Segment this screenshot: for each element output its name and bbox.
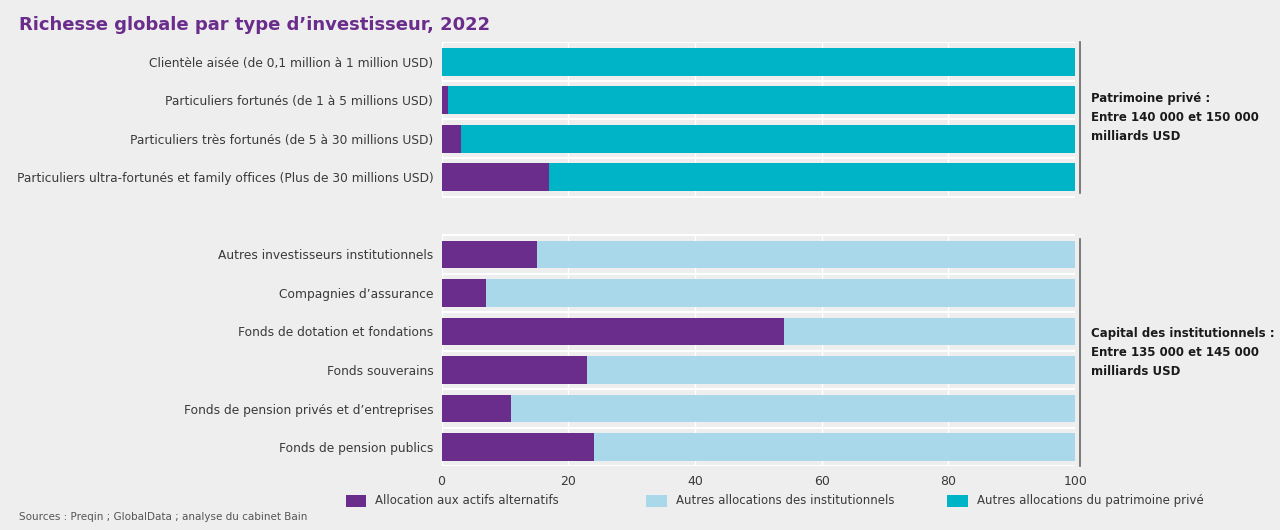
Bar bbox=[461, 125, 1075, 153]
Bar bbox=[442, 163, 549, 191]
Bar bbox=[536, 241, 1075, 268]
Bar bbox=[442, 317, 783, 346]
Bar bbox=[442, 395, 511, 422]
Text: Richesse globale par type d’investisseur, 2022: Richesse globale par type d’investisseur… bbox=[19, 16, 490, 34]
Bar bbox=[442, 125, 461, 153]
Bar bbox=[442, 48, 1075, 76]
Text: Patrimoine privé :
Entre 140 000 et 150 000
milliards USD: Patrimoine privé : Entre 140 000 et 150 … bbox=[1091, 92, 1258, 143]
Bar bbox=[549, 163, 1075, 191]
Text: Allocation aux actifs alternatifs: Allocation aux actifs alternatifs bbox=[375, 494, 559, 507]
Bar bbox=[442, 86, 448, 114]
Bar bbox=[588, 356, 1075, 384]
Bar bbox=[594, 433, 1075, 461]
Bar bbox=[783, 317, 1075, 346]
Text: Sources : Preqin ; GlobalData ; analyse du cabinet Bain: Sources : Preqin ; GlobalData ; analyse … bbox=[19, 512, 307, 522]
Bar bbox=[486, 279, 1075, 307]
Bar bbox=[442, 197, 1075, 235]
Bar bbox=[442, 433, 594, 461]
Bar bbox=[442, 241, 536, 268]
Bar bbox=[448, 86, 1075, 114]
Bar bbox=[442, 279, 486, 307]
Text: Autres allocations du patrimoine privé: Autres allocations du patrimoine privé bbox=[977, 494, 1203, 507]
Text: Capital des institutionnels :
Entre 135 000 et 145 000
milliards USD: Capital des institutionnels : Entre 135 … bbox=[1091, 327, 1274, 378]
Text: Autres allocations des institutionnels: Autres allocations des institutionnels bbox=[676, 494, 895, 507]
Bar bbox=[511, 395, 1075, 422]
Bar bbox=[442, 356, 588, 384]
